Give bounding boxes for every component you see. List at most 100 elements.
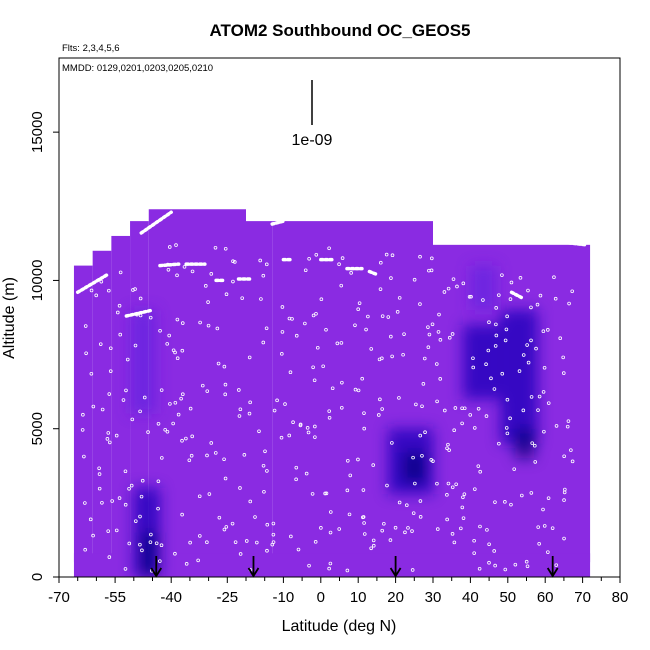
field-column <box>246 221 273 563</box>
sample-dot <box>223 476 228 481</box>
sample-dot <box>108 346 113 351</box>
sample-dot <box>517 369 522 373</box>
sample-dot <box>291 420 295 425</box>
sample-dot <box>411 511 416 515</box>
sample-dot <box>159 543 164 548</box>
sample-dot <box>298 423 303 428</box>
sample-dot <box>569 448 573 452</box>
sample-dot <box>303 321 307 326</box>
sample-dot <box>401 352 405 357</box>
dark-patch <box>500 310 538 444</box>
sample-dot <box>431 459 435 463</box>
sample-dot <box>452 540 457 545</box>
sample-dot <box>435 481 439 486</box>
field-base <box>73 553 591 577</box>
sample-dot <box>420 404 424 409</box>
sample-dot <box>248 499 253 504</box>
sample-dot <box>389 276 393 280</box>
sample-dot <box>505 397 510 402</box>
sample-dot <box>255 540 259 545</box>
sample-dot <box>388 538 393 542</box>
sample-dot <box>271 521 276 526</box>
dark-patch <box>515 428 534 459</box>
sample-dot <box>91 533 95 538</box>
sample-dot <box>380 314 385 318</box>
sample-dot <box>497 441 501 446</box>
sample-dot <box>244 539 249 543</box>
sample-dot <box>376 413 381 417</box>
sample-dot <box>190 269 195 274</box>
sample-dot <box>513 562 518 567</box>
scale-bar-label: 1e-09 <box>292 132 333 149</box>
sample-dot <box>231 279 235 284</box>
sample-dot <box>455 284 459 289</box>
sample-dot <box>446 481 451 486</box>
sample-dot <box>187 458 192 463</box>
sample-dot <box>184 562 189 566</box>
x-tick-label: 20 <box>387 589 404 606</box>
sample-dot <box>156 421 161 426</box>
sample-dot <box>327 409 332 413</box>
y-axis: 0 5000 10000 15000 <box>29 111 59 581</box>
sample-dot <box>108 369 113 373</box>
track-segment <box>139 210 173 235</box>
sample-dot <box>131 288 135 292</box>
sample-dot <box>461 495 465 500</box>
sample-dot <box>434 362 439 366</box>
sample-dot <box>324 491 329 496</box>
sample-dot <box>130 417 135 422</box>
sample-dot <box>447 448 451 452</box>
sample-dot <box>369 347 374 351</box>
sample-dot <box>158 559 162 563</box>
sample-dot <box>541 329 546 334</box>
sample-dot <box>223 382 228 387</box>
sample-dot <box>121 398 126 402</box>
x-tick-label: 30 <box>425 589 442 606</box>
sample-dot <box>345 488 350 493</box>
sample-dot <box>380 528 385 533</box>
sample-dot <box>118 270 123 275</box>
sample-dot <box>117 303 122 308</box>
sample-dot <box>247 355 252 360</box>
sample-dot <box>261 463 266 468</box>
sample-dot <box>311 365 315 370</box>
sample-dot <box>562 454 566 459</box>
sample-dot <box>280 305 285 309</box>
sample-dot <box>471 356 475 361</box>
sample-dot <box>356 457 360 462</box>
sample-dot <box>447 335 452 340</box>
field-column <box>111 235 131 563</box>
sample-dot <box>518 276 523 280</box>
sample-dot <box>450 532 455 536</box>
flights-note: Flts: 2,3,4,5,6 <box>62 43 120 54</box>
sample-dot <box>106 431 111 435</box>
sample-dot <box>159 388 164 392</box>
sample-dot <box>279 435 284 440</box>
sample-dot <box>450 332 455 336</box>
sample-dot <box>180 512 184 517</box>
sample-dot <box>270 542 275 547</box>
sample-dot <box>179 396 183 401</box>
sample-dot <box>310 492 315 496</box>
sample-dot <box>371 463 376 467</box>
sample-dot <box>542 429 546 434</box>
sample-dot <box>114 433 119 438</box>
sample-dot <box>553 296 558 301</box>
track-segment <box>75 272 110 295</box>
sample-dot <box>323 491 327 496</box>
sample-dot <box>313 435 317 439</box>
sample-dot <box>542 365 547 370</box>
sample-dot <box>473 487 477 491</box>
sample-dot <box>403 530 407 535</box>
sample-dot <box>167 245 172 249</box>
sample-dot <box>115 310 120 315</box>
sample-dot <box>454 482 458 487</box>
sample-dot <box>525 564 530 569</box>
sample-dot <box>223 392 228 397</box>
sample-dot <box>224 525 229 529</box>
sample-dot <box>180 348 185 353</box>
sample-dot <box>421 382 426 386</box>
sample-dot <box>148 315 153 320</box>
sample-dot <box>180 321 185 325</box>
sample-dot <box>500 273 504 277</box>
